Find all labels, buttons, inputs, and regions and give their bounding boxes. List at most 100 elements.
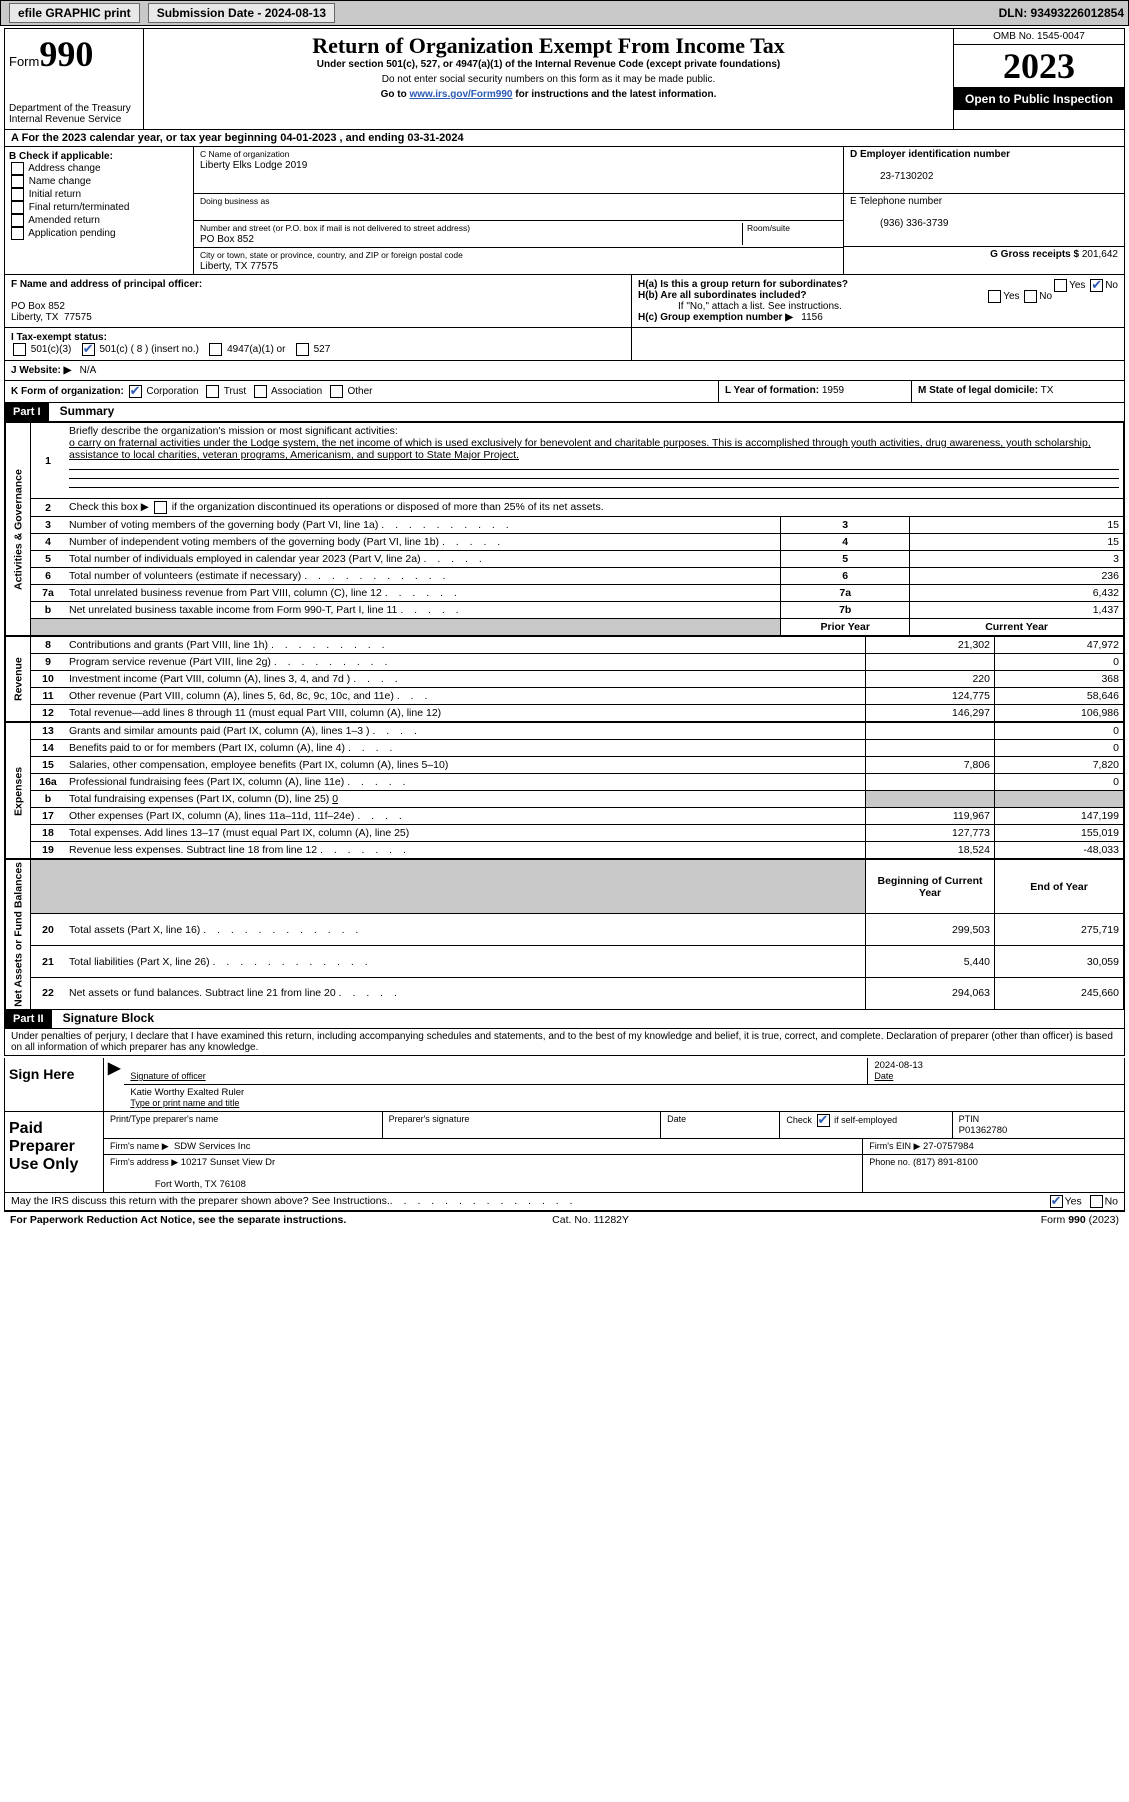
net-section-label: Net Assets or Fund Balances — [6, 860, 31, 1010]
part1-title: Summary — [52, 402, 123, 420]
501c3-checkbox[interactable] — [13, 343, 26, 356]
gov-section-label: Activities & Governance — [6, 423, 31, 636]
ptin-value: P01362780 — [959, 1125, 1008, 1136]
revenue-table: Revenue 8Contributions and grants (Part … — [5, 636, 1124, 722]
gross-label: G Gross receipts $ — [990, 249, 1079, 260]
dba-label: Doing business as — [200, 196, 269, 206]
arrow-icon: ▶ — [104, 1058, 124, 1111]
tax-year: 2023 — [954, 45, 1124, 88]
city: Liberty, TX 77575 — [200, 261, 278, 272]
form-subtitle-3: Go to www.irs.gov/Form990 for instructio… — [148, 89, 949, 100]
ha-no-checkbox[interactable] — [1090, 279, 1103, 292]
website-label: J Website: ▶ — [11, 365, 71, 376]
checkbox-initial-return[interactable] — [11, 188, 24, 201]
ein-label: D Employer identification number — [850, 149, 1010, 160]
form-subtitle-2: Do not enter social security numbers on … — [148, 74, 949, 85]
sig-date: 2024-08-13 — [874, 1060, 923, 1071]
firm-ein: 27-0757984 — [923, 1141, 974, 1152]
submission-date: Submission Date - 2024-08-13 — [148, 3, 335, 23]
checkbox-final-return[interactable] — [11, 201, 24, 214]
form-number: 990 — [39, 34, 93, 74]
summary-table: Activities & Governance 1 Briefly descri… — [5, 422, 1124, 636]
q1-text: o carry on fraternal activities under th… — [69, 437, 1091, 461]
footer-left: For Paperwork Reduction Act Notice, see … — [10, 1214, 346, 1226]
ha-label: H(a) Is this a group return for subordin… — [638, 279, 848, 290]
preparer-name-label: Print/Type preparer's name — [110, 1114, 218, 1124]
checkbox-amended-return[interactable] — [11, 214, 24, 227]
expenses-table: Expenses 13Grants and similar amounts pa… — [5, 722, 1124, 859]
ha-yes-checkbox[interactable] — [1054, 279, 1067, 292]
501c-checkbox[interactable] — [82, 343, 95, 356]
year-formation-value: 1959 — [822, 385, 844, 396]
firm-city: Fort Worth, TX 76108 — [155, 1179, 246, 1190]
form-container: Form990 Department of the TreasuryIntern… — [4, 28, 1125, 1056]
firm-tel: (817) 891-8100 — [913, 1157, 978, 1168]
discuss-row: May the IRS discuss this return with the… — [4, 1193, 1125, 1211]
q2-checkbox[interactable] — [154, 501, 167, 514]
org-name: Liberty Elks Lodge 2019 — [200, 160, 307, 171]
form-subtitle-1: Under section 501(c), 527, or 4947(a)(1)… — [148, 59, 949, 70]
address-label: Number and street (or P.O. box if mail i… — [200, 223, 470, 233]
footer-mid: Cat. No. 11282Y — [552, 1214, 629, 1226]
firm-addr: 10217 Sunset View Dr — [181, 1157, 275, 1168]
domicile-value: TX — [1041, 385, 1054, 396]
form-label: Form — [9, 54, 39, 69]
checkbox-name-change[interactable] — [11, 175, 24, 188]
form-org-label: K Form of organization: — [11, 386, 124, 397]
checkbox-application-pending[interactable] — [11, 227, 24, 240]
paid-preparer-block: Paid Preparer Use Only Print/Type prepar… — [4, 1112, 1125, 1193]
hb-no-checkbox[interactable] — [1024, 290, 1037, 303]
part1-header: Part I — [5, 403, 49, 421]
row-a-taxyear: A For the 2023 calendar year, or tax yea… — [5, 130, 1124, 147]
preparer-sig-label: Preparer's signature — [389, 1114, 470, 1124]
tel-label: E Telephone number — [850, 196, 942, 207]
omb-number: OMB No. 1545-0047 — [954, 29, 1124, 45]
room-label: Room/suite — [747, 223, 790, 233]
form-header: Form990 Department of the TreasuryIntern… — [5, 29, 1124, 130]
rev-section-label: Revenue — [6, 637, 31, 722]
address: PO Box 852 — [200, 234, 254, 245]
sign-here-block: Sign Here ▶ Signature of officer 2024-08… — [4, 1058, 1125, 1112]
city-label: City or town, state or province, country… — [200, 250, 463, 260]
ein-value: 23-7130202 — [850, 171, 933, 182]
paid-preparer-label: Paid Preparer Use Only — [5, 1112, 104, 1192]
form-title: Return of Organization Exempt From Incom… — [148, 33, 949, 59]
exp-section-label: Expenses — [6, 723, 31, 859]
hb-label: H(b) Are all subordinates included? — [638, 290, 807, 301]
col-b-header: B Check if applicable: — [9, 151, 113, 162]
declaration-text: Under penalties of perjury, I declare th… — [5, 1029, 1124, 1055]
year-formation-label: L Year of formation: — [725, 385, 819, 396]
tel-value: (936) 336-3739 — [850, 218, 948, 229]
corp-checkbox[interactable] — [129, 385, 142, 398]
assoc-checkbox[interactable] — [254, 385, 267, 398]
q2-text: Check this box ▶ if the organization dis… — [65, 499, 1124, 517]
gross-value: 201,642 — [1082, 249, 1118, 260]
hb-yes-checkbox[interactable] — [988, 290, 1001, 303]
netassets-table: Net Assets or Fund Balances Beginning of… — [5, 859, 1124, 1010]
domicile-label: M State of legal domicile: — [918, 385, 1038, 396]
hc-label: H(c) Group exemption number ▶ — [638, 312, 793, 323]
irs-link[interactable]: www.irs.gov/Form990 — [409, 89, 512, 100]
website-value: N/A — [80, 365, 97, 376]
trust-checkbox[interactable] — [206, 385, 219, 398]
top-toolbar: efile GRAPHIC print Submission Date - 20… — [0, 0, 1129, 26]
footer-right: Form 990 (2023) — [1041, 1214, 1119, 1226]
self-employed-checkbox[interactable] — [817, 1114, 830, 1127]
officer-name: Katie Worthy Exalted Ruler — [130, 1087, 244, 1098]
firm-name: SDW Services Inc — [174, 1141, 251, 1152]
527-checkbox[interactable] — [296, 343, 309, 356]
footer: For Paperwork Reduction Act Notice, see … — [4, 1211, 1125, 1228]
sign-here-label: Sign Here — [5, 1058, 104, 1111]
org-name-label: C Name of organization — [200, 149, 289, 159]
part2-header: Part II — [5, 1010, 52, 1028]
discuss-yes-checkbox[interactable] — [1050, 1195, 1063, 1208]
sig-officer-label: Signature of officer — [130, 1071, 205, 1081]
officer-label: F Name and address of principal officer: — [11, 279, 202, 290]
other-checkbox[interactable] — [330, 385, 343, 398]
col-b-checkboxes: B Check if applicable: Address change Na… — [5, 147, 194, 274]
checkbox-address-change[interactable] — [11, 162, 24, 175]
discuss-no-checkbox[interactable] — [1090, 1195, 1103, 1208]
open-public-badge: Open to Public Inspection — [954, 88, 1124, 110]
4947-checkbox[interactable] — [209, 343, 222, 356]
efile-button[interactable]: efile GRAPHIC print — [9, 3, 140, 23]
